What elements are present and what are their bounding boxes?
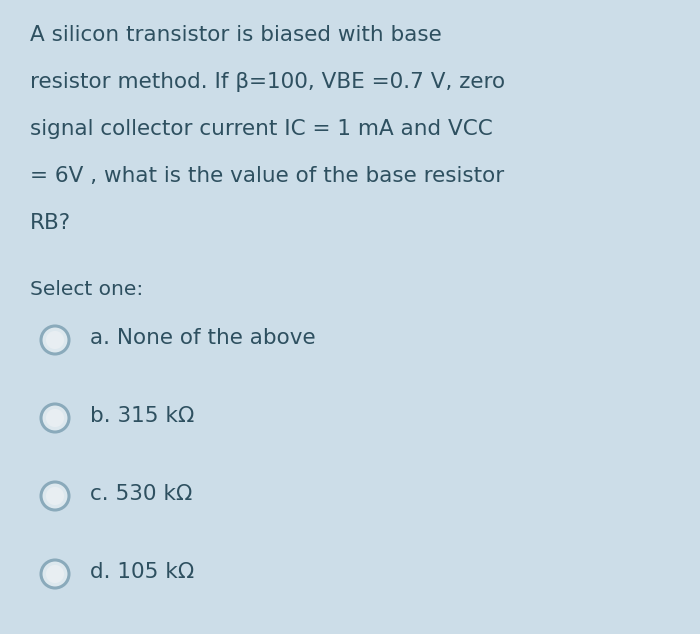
Text: = 6V , what is the value of the base resistor: = 6V , what is the value of the base res… (30, 166, 504, 186)
Text: d. 105 kΩ: d. 105 kΩ (90, 562, 195, 582)
Text: signal collector current IC = 1 mA and VCC: signal collector current IC = 1 mA and V… (30, 119, 493, 139)
Circle shape (46, 409, 64, 427)
Circle shape (41, 326, 69, 354)
Text: resistor method. If β=100, VBE =0.7 V, zero: resistor method. If β=100, VBE =0.7 V, z… (30, 72, 505, 92)
Text: Select one:: Select one: (30, 280, 143, 299)
Text: A silicon transistor is biased with base: A silicon transistor is biased with base (30, 25, 442, 45)
Text: RB?: RB? (30, 213, 71, 233)
Text: b. 315 kΩ: b. 315 kΩ (90, 406, 195, 426)
Text: c. 530 kΩ: c. 530 kΩ (90, 484, 192, 504)
Circle shape (46, 565, 64, 583)
Circle shape (46, 487, 64, 505)
Circle shape (41, 560, 69, 588)
Circle shape (41, 404, 69, 432)
Circle shape (41, 482, 69, 510)
Text: a. None of the above: a. None of the above (90, 328, 316, 348)
Circle shape (46, 331, 64, 349)
